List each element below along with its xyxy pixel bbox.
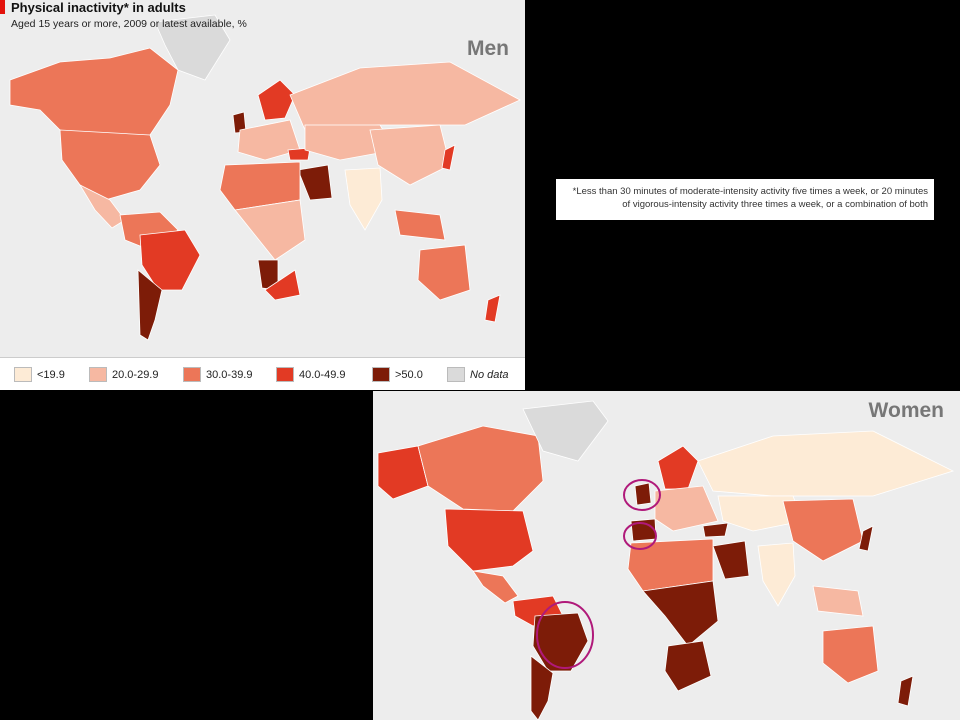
women-alaska (377, 445, 429, 500)
women-mexico (472, 570, 519, 604)
men-world-map (9, 14, 521, 341)
women-canada (417, 425, 544, 512)
women-argentina (530, 655, 554, 720)
men-saudi-arabia (297, 164, 333, 201)
women-greenland (522, 400, 609, 462)
legend-item: <19.9 (14, 367, 65, 382)
footnote: *Less than 30 minutes of moderate-intens… (556, 179, 934, 220)
men-southeast-asia (394, 209, 446, 241)
women-saudi-arabia (712, 540, 750, 580)
highlight-circle-uk (623, 479, 661, 511)
legend-swatch (372, 367, 390, 382)
legend-swatch (89, 367, 107, 382)
women-russia (697, 430, 955, 497)
highlight-circle-iberia (623, 522, 657, 550)
women-australia (822, 625, 879, 684)
men-brazil (139, 229, 201, 291)
legend-swatch (14, 367, 32, 382)
chart-title: Physical inactivity* in adults (11, 0, 186, 15)
men-new-zealand (484, 294, 501, 323)
legend-item: 20.0-29.9 (89, 367, 158, 382)
men-russia (289, 61, 521, 131)
men-scandinavia (257, 79, 296, 121)
women-panel-label: Women (868, 399, 944, 422)
legend-item: No data (447, 367, 509, 382)
footnote-line-2: of vigorous-intensity activity three tim… (622, 198, 928, 210)
women-central-asia (717, 495, 804, 532)
highlight-circle-brazil (536, 601, 594, 669)
map-legend: <19.9 20.0-29.9 30.0-39.9 40.0-49.9 >50.… (0, 357, 525, 390)
legend-item: 40.0-49.9 (276, 367, 345, 382)
legend-swatch (276, 367, 294, 382)
men-india (344, 167, 383, 231)
women-brazil (532, 612, 589, 672)
women-japan (858, 525, 874, 552)
women-southern-africa (664, 640, 712, 692)
women-china (782, 498, 864, 562)
footnote-line-1: *Less than 30 minutes of moderate-intens… (572, 186, 928, 197)
legend-label: 30.0-39.9 (206, 368, 253, 381)
men-greenland (154, 14, 231, 81)
legend-label: 20.0-29.9 (112, 368, 159, 381)
men-australia (417, 244, 471, 301)
chart-subtitle: Aged 15 years or more, 2009 or latest av… (11, 18, 247, 30)
men-china (369, 124, 451, 186)
men-south-africa (264, 269, 301, 301)
men-western-europe (237, 119, 301, 161)
legend-swatch (183, 367, 201, 382)
men-mexico (78, 184, 126, 229)
men-central-africa (234, 199, 306, 261)
men-japan (441, 144, 456, 171)
women-new-zealand (897, 675, 914, 707)
women-scandinavia (657, 445, 699, 490)
men-panel-label: Men (467, 37, 509, 60)
men-usa (59, 129, 161, 201)
legend-item: 30.0-39.9 (183, 367, 252, 382)
legend-label: >50.0 (395, 368, 423, 381)
legend-item: >50.0 (372, 367, 423, 382)
women-europe (654, 485, 719, 532)
men-canada (9, 47, 179, 141)
legend-label: <19.9 (37, 368, 65, 381)
women-turkey (702, 522, 729, 538)
women-map-panel: Women (373, 391, 960, 720)
women-world-map (377, 400, 955, 720)
legend-swatch (447, 367, 465, 382)
legend-label: 40.0-49.9 (299, 368, 346, 381)
women-southeast-asia (812, 585, 864, 617)
men-turkey (287, 147, 311, 161)
women-central-africa (642, 580, 719, 647)
men-map-panel: Physical inactivity* in adults Aged 15 y… (0, 0, 525, 390)
legend-label: No data (470, 368, 509, 381)
brand-red-tab (0, 0, 5, 14)
women-usa (444, 508, 534, 572)
women-india (757, 542, 796, 607)
women-uk (634, 482, 652, 506)
men-argentina (137, 269, 163, 341)
